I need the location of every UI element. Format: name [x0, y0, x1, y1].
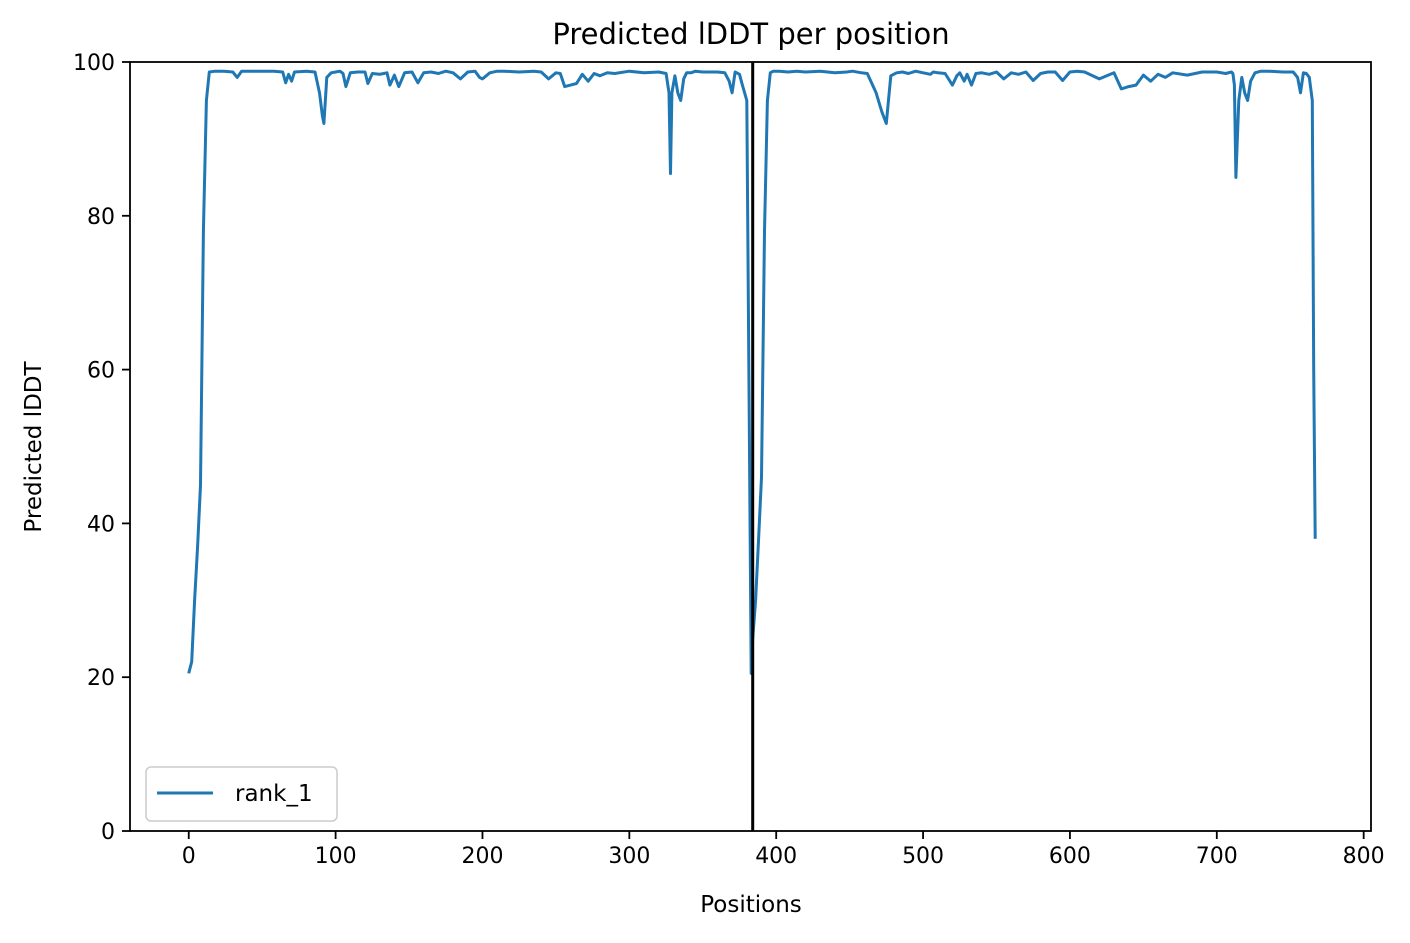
plot-frame: [129, 61, 1372, 832]
legend-label-rank-1: rank_1: [235, 781, 313, 807]
legend-frame: [145, 766, 338, 822]
y-tick-label: 100: [73, 51, 115, 76]
y-tick-label: 60: [87, 359, 115, 384]
y-axis-label: Predicted lDDT: [21, 360, 47, 532]
x-tick-label: 500: [902, 844, 944, 869]
plot-area: [187, 62, 1317, 831]
y-tick-label: 20: [87, 666, 115, 691]
x-tick-label: 600: [1049, 844, 1091, 869]
y-tick-label: 80: [87, 205, 115, 230]
x-tick-label: 700: [1196, 844, 1238, 869]
x-tick-label: 100: [315, 844, 357, 869]
y-tick-label: 40: [87, 512, 115, 537]
x-tick-label: 0: [182, 844, 196, 869]
x-tick-label: 400: [755, 844, 797, 869]
series-line-0: [187, 69, 1317, 675]
legend: rank_1: [145, 766, 338, 822]
x-axis-label: Positions: [700, 892, 802, 918]
y-tick-label: 0: [101, 820, 115, 845]
x-tick-label: 800: [1343, 844, 1385, 869]
axes: 0 100 200 300 400 500 600 700 800 0 20 40 60 80 100: [73, 51, 1385, 869]
chart-title: Predicted lDDT per position: [552, 17, 949, 51]
x-tick-label: 200: [461, 844, 503, 869]
x-tick-label: 300: [608, 844, 650, 869]
